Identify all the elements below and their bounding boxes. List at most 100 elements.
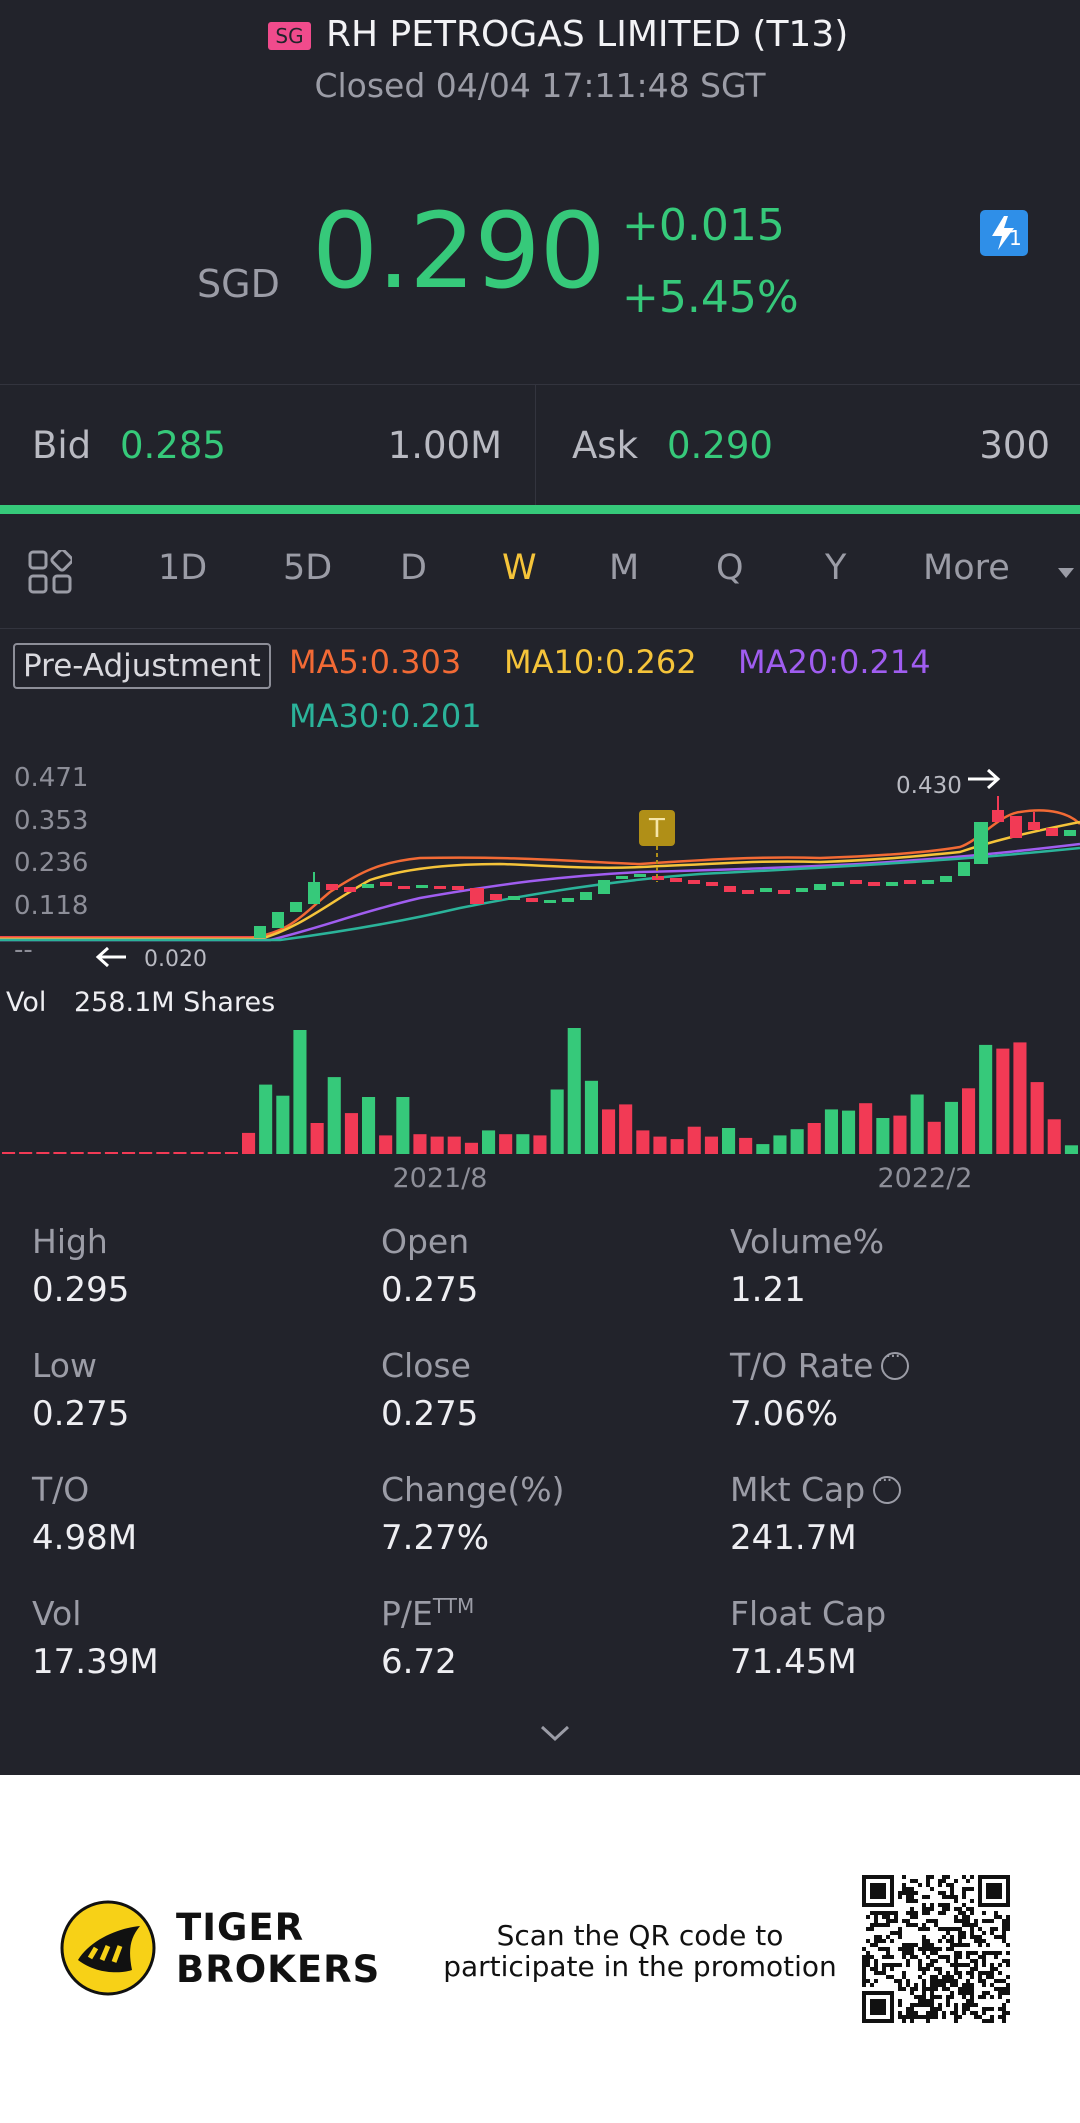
stat-label-text: Low [32,1346,97,1385]
volume-bar [379,1135,393,1154]
tab-m[interactable]: M [609,548,640,588]
market-status: Closed 04/04 17:11:48 SGT [314,66,766,105]
candle [380,882,392,886]
candle [1064,830,1076,836]
candle [1010,816,1022,838]
ma20-value: MA20:0.214 [738,643,931,681]
stat-label-text: Vol [32,1594,82,1633]
tab-5d[interactable]: 5D [283,548,333,588]
volume-bar [36,1152,50,1154]
volume-bar [722,1128,736,1154]
high-marker-label: 0.430 [896,773,962,799]
candle [616,876,628,879]
stat-label-text: Volume% [730,1222,885,1261]
arrow-left-icon [95,946,126,968]
volume-chart[interactable] [0,1028,1080,1156]
ma5-value: MA5:0.303 [289,643,462,681]
stat-label: Volume% [730,1222,884,1261]
candle [832,882,844,886]
candle [958,862,970,876]
tab-y[interactable]: Y [825,548,847,588]
volume-bar [876,1118,890,1154]
y-tick: 0.236 [14,848,88,878]
volume-bar [224,1152,238,1154]
chevron-down-icon[interactable] [1058,568,1074,578]
stat-label: Low [32,1346,97,1385]
volume-bar [516,1134,530,1154]
ask-label: Ask [572,424,639,467]
candle [1028,822,1040,830]
tab-w[interactable]: W [502,548,537,588]
stat-label-text: T/O [32,1470,90,1509]
volume-bar [19,1152,33,1154]
candle [922,880,934,884]
volume-bar [207,1152,221,1154]
stat-label: T/O [32,1470,89,1509]
volume-bar [396,1097,410,1154]
qr-code[interactable] [862,1875,1010,2023]
stat-value: 7.27% [381,1518,490,1558]
volume-bar [756,1144,770,1154]
volume-bar [362,1097,376,1154]
lightning-badge-count: 1 [1009,226,1022,250]
stock-title: RH PETROGAS LIMITED (T13) [326,14,849,55]
tab-more[interactable]: More [923,548,1010,588]
bid-label: Bid [32,424,92,467]
pre-adjustment-toggle[interactable]: Pre-Adjustment [13,643,271,689]
volume-bar [173,1152,187,1154]
stat-label: P/ETTM [381,1594,474,1633]
tab-q[interactable]: Q [716,548,744,588]
ma20-line [0,842,1080,942]
brand-name-line1: TIGER [176,1906,305,1949]
stat-label-text: T/O Rate [730,1346,874,1385]
volume-bar [653,1136,667,1154]
volume-bar [739,1137,753,1154]
more-info-icon[interactable] [881,1346,910,1380]
tab-d[interactable]: D [400,548,427,588]
stat-label: Change(%) [381,1470,564,1509]
candlestick-chart[interactable]: 0.471 0.353 0.236 0.118 -- [0,752,1080,972]
stat-value: 241.7M [730,1518,857,1558]
stat-value: 17.39M [32,1642,159,1682]
volume-bar [413,1134,427,1154]
grid-layout-icon[interactable] [28,550,72,594]
stat-value: 0.275 [381,1270,479,1310]
volume-bar [1047,1119,1061,1154]
volume-bar [687,1126,701,1154]
volume-bar [1013,1042,1027,1154]
volume-bar [773,1135,787,1154]
candle [742,890,754,894]
ma10-line [0,820,1080,941]
volume-bar [1030,1082,1044,1154]
promo-footer: TIGER BROKERS Scan the QR code to partic… [0,1775,1080,2123]
volume-bar [807,1123,821,1154]
volume-bar [122,1152,136,1154]
volume-bar [430,1136,444,1154]
candle [398,886,410,889]
chevron-down-icon[interactable] [538,1722,572,1744]
candle [526,898,538,902]
price-change-percent: +5.45% [622,272,799,323]
more-info-icon[interactable] [873,1470,902,1504]
candle [1046,828,1058,836]
volume-bar [824,1109,838,1154]
ma30-line [0,846,1080,942]
candle [416,885,428,888]
y-tick: 0.353 [14,806,88,836]
tab-1d[interactable]: 1D [158,548,208,588]
divider [0,628,1080,629]
stat-label-text: Change(%) [381,1470,565,1509]
volume-bar [70,1152,84,1154]
promo-text-line1: Scan the QR code to [496,1919,784,1952]
market-badge: SG [268,22,311,50]
volume-bar [499,1134,513,1154]
candle [434,886,446,889]
bid-price: 0.285 [120,424,226,467]
volume-label: Vol [6,987,47,1018]
lightning-icon[interactable]: 1 [980,210,1028,256]
volume-bar [790,1129,804,1154]
volume-bar [293,1030,307,1154]
candle [272,912,284,928]
event-badge[interactable]: T [639,810,675,882]
candle [886,882,898,886]
